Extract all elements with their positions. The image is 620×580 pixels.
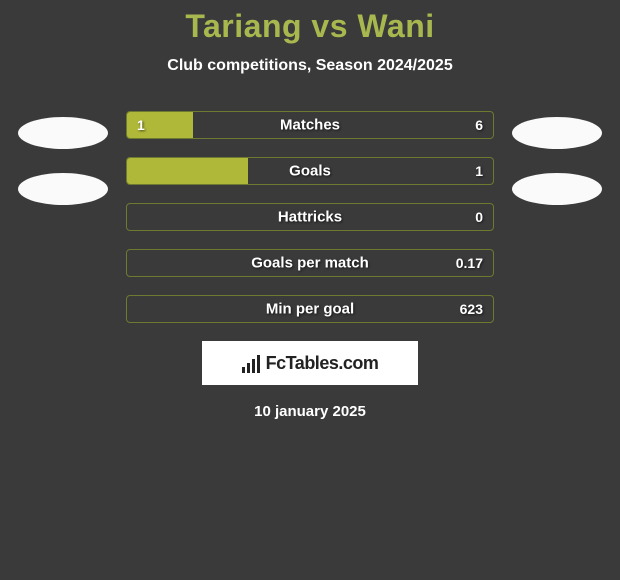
stat-value-right: 6: [475, 117, 483, 133]
stats-bars: Matches 1 6 Goals 1 Hattricks 0 Goals per match…: [126, 111, 494, 323]
stat-bar: Matches 1 6: [126, 111, 494, 139]
player-avatar-left-1: [18, 117, 108, 149]
page-title: Tariang vs Wani: [0, 8, 620, 45]
player-avatar-right-2: [512, 173, 602, 205]
stat-bar: Min per goal 623: [126, 295, 494, 323]
stat-label: Goals per match: [251, 255, 369, 272]
stat-label: Hattricks: [278, 209, 342, 226]
stat-bar: Hattricks 0: [126, 203, 494, 231]
logo-text: FcTables.com: [266, 353, 379, 374]
page-subtitle: Club competitions, Season 2024/2025: [0, 57, 620, 75]
right-avatar-column: [512, 111, 602, 205]
stat-bar: Goals per match 0.17: [126, 249, 494, 277]
stat-label: Matches: [280, 117, 340, 134]
stat-value-right: 0.17: [456, 255, 483, 271]
stat-value-right: 0: [475, 209, 483, 225]
stat-label: Min per goal: [266, 301, 354, 318]
stat-value-right: 623: [460, 301, 483, 317]
stat-bar: Goals 1: [126, 157, 494, 185]
bar-fill-left: [127, 158, 248, 184]
stat-label: Goals: [289, 163, 331, 180]
logo-box[interactable]: FcTables.com: [202, 341, 418, 385]
barchart-icon: [242, 353, 262, 373]
date-label: 10 january 2025: [0, 403, 620, 420]
stat-value-left: 1: [137, 117, 145, 133]
left-avatar-column: [18, 111, 108, 205]
player-avatar-left-2: [18, 173, 108, 205]
stat-value-right: 1: [475, 163, 483, 179]
player-avatar-right-1: [512, 117, 602, 149]
